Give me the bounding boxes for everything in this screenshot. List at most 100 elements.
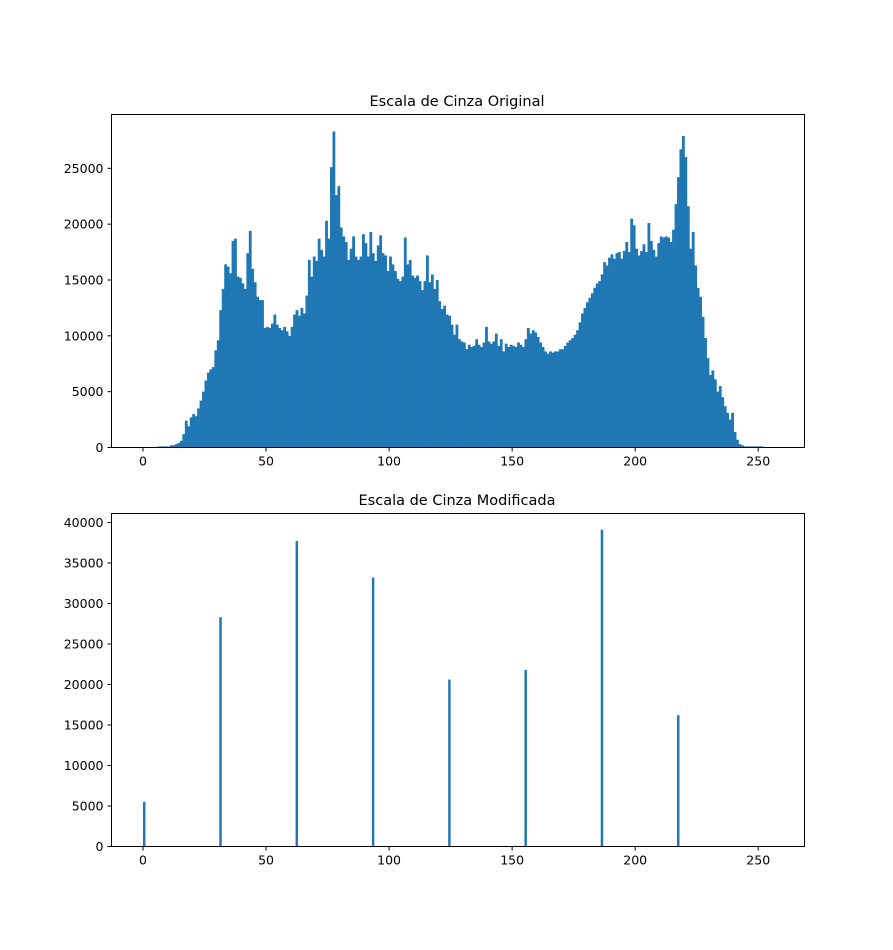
histogram-bar (349, 248, 353, 448)
x-tick-label: 50 (258, 853, 274, 868)
histogram-bar (330, 167, 333, 448)
histogram-bar (288, 335, 292, 448)
histogram-bar (669, 242, 673, 448)
histogram-bar (206, 372, 210, 448)
histogram-bar (595, 283, 599, 448)
histogram-bar (374, 261, 378, 448)
histogram-bar (470, 347, 474, 448)
histogram-bar (672, 229, 675, 448)
histogram-bar (295, 541, 299, 847)
histogram-bar (549, 351, 552, 448)
histogram-bar (709, 374, 712, 448)
histogram-bar (187, 426, 191, 448)
histogram-bar (691, 231, 695, 448)
histogram-bar (224, 264, 228, 448)
histogram-bar (497, 345, 501, 448)
histogram-bar (677, 177, 680, 448)
y-tick-label: 5000 (72, 384, 104, 399)
histogram-bar (635, 248, 638, 448)
histogram-bar (526, 328, 530, 448)
histogram-bar (492, 341, 496, 448)
histogram-bar (603, 262, 607, 448)
histogram-bar (657, 243, 661, 448)
histogram-bar (197, 408, 200, 448)
histogram-bar (263, 328, 267, 448)
histogram-bar (325, 220, 328, 448)
histogram-bar (519, 344, 523, 448)
x-tick-label: 200 (623, 853, 647, 868)
histogram-bar (270, 323, 274, 448)
histogram-bar (701, 316, 705, 448)
histogram-bar (726, 412, 730, 448)
histogram-bar (573, 334, 577, 448)
histogram-bar (551, 352, 555, 448)
histogram-bar (588, 297, 592, 448)
histogram-bar (416, 275, 419, 448)
histogram-bar (696, 287, 700, 448)
histogram-bar (229, 273, 232, 448)
histogram-bar (706, 358, 710, 448)
histogram-bar (556, 351, 560, 448)
histogram-bar (189, 417, 193, 448)
histogram-bar (529, 333, 533, 448)
histogram-bar (389, 256, 392, 448)
histogram-bar (268, 328, 272, 448)
histogram-bar (184, 420, 188, 448)
x-axis-ticks-original: 0 50 100 150 200 250 (139, 447, 770, 469)
histogram-bar (686, 206, 690, 448)
y-tick-label: 15000 (64, 272, 104, 287)
histogram-bar (544, 351, 547, 448)
histogram-bar (450, 324, 454, 448)
histogram-bar (408, 259, 412, 448)
histogram-bar (293, 314, 296, 448)
histogram-bar (558, 349, 562, 448)
histogram-bar (192, 414, 196, 448)
histogram-bar (342, 236, 346, 448)
histogram-bar (539, 342, 543, 448)
histogram-bar (231, 240, 235, 448)
histogram-bar (482, 342, 486, 448)
histogram-bar (509, 344, 513, 448)
histogram-bar (521, 347, 525, 448)
histogram-bar (312, 256, 316, 448)
histogram-bar (352, 236, 355, 448)
histogram-bar (659, 236, 663, 448)
x-tick-label: 100 (377, 454, 401, 469)
histogram-bar (741, 445, 744, 448)
histogram-bar (600, 529, 604, 847)
histogram-bar (571, 338, 575, 448)
histogram-bar (421, 290, 424, 448)
histogram-bar (204, 380, 208, 448)
histogram-bar (585, 302, 589, 448)
histogram-bar (428, 282, 432, 448)
y-tick-label: 10000 (64, 758, 104, 773)
histogram-bar (640, 250, 643, 448)
histogram-bar (448, 679, 451, 847)
histogram-bar (256, 296, 260, 448)
histogram-bar (300, 307, 304, 448)
histogram-bar (379, 235, 383, 448)
histogram-bar (679, 149, 683, 448)
histogram-bar (280, 330, 284, 448)
histogram-bar (398, 281, 402, 448)
histogram-bar (745, 446, 749, 448)
histogram-bar (413, 277, 417, 448)
histogram-bar (534, 332, 538, 448)
histogram-bar (718, 386, 722, 448)
histogram-bar (423, 281, 427, 448)
histogram-bar (369, 231, 373, 448)
histogram-bar (426, 255, 429, 448)
histogram-bar (172, 445, 176, 448)
histogram-bar (211, 367, 215, 448)
y-tick-label: 0 (96, 839, 104, 854)
histogram-bar (711, 370, 715, 448)
histogram-bar (251, 268, 255, 448)
histogram-bar (598, 281, 602, 448)
histogram-bar (758, 446, 762, 448)
histogram-bar (411, 275, 415, 448)
histogram-bar (576, 330, 579, 448)
histogram-bar (384, 255, 387, 448)
histogram-bar (214, 350, 218, 448)
histogram-bar (253, 282, 257, 448)
histogram-bar (364, 243, 368, 448)
